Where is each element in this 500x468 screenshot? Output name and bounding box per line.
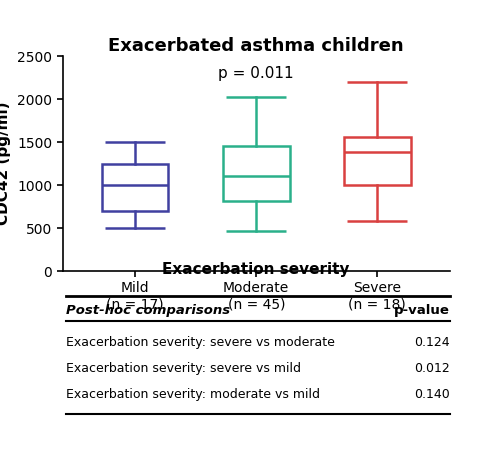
Title: Exacerbated asthma children: Exacerbated asthma children — [108, 37, 404, 55]
Text: Exacerbation severity: Exacerbation severity — [162, 262, 350, 277]
Text: 0.012: 0.012 — [414, 362, 450, 375]
FancyBboxPatch shape — [344, 137, 410, 185]
Text: p = 0.011: p = 0.011 — [218, 66, 294, 81]
Text: Exacerbation severity: moderate vs mild: Exacerbation severity: moderate vs mild — [66, 388, 320, 401]
Text: 0.124: 0.124 — [414, 336, 450, 349]
Text: p-value: p-value — [394, 304, 450, 317]
Text: Post-hoc comparisons: Post-hoc comparisons — [66, 304, 230, 317]
Y-axis label: CDC42 (pg/ml): CDC42 (pg/ml) — [0, 102, 12, 225]
Text: Exacerbation severity: severe vs mild: Exacerbation severity: severe vs mild — [66, 362, 302, 375]
FancyBboxPatch shape — [223, 146, 290, 201]
Text: Exacerbation severity: severe vs moderate: Exacerbation severity: severe vs moderat… — [66, 336, 335, 349]
FancyBboxPatch shape — [102, 164, 168, 211]
Text: 0.140: 0.140 — [414, 388, 450, 401]
